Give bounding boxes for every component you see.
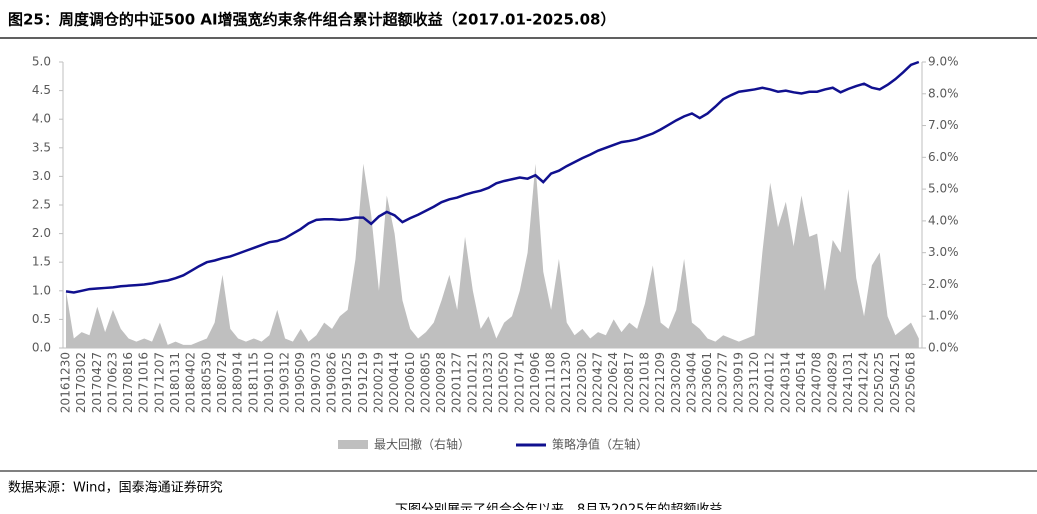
next-text: 下图分别展示了组合今年以来、8月及2025年的超额收益 xyxy=(395,502,722,511)
x-tick-label: 20230919 xyxy=(731,352,745,413)
x-tick-label: 20190312 xyxy=(278,352,292,413)
x-tick-label: 20180724 xyxy=(215,352,229,413)
y2-tick-label: 9.0% xyxy=(928,55,959,69)
x-tick-label: 20240314 xyxy=(778,352,792,413)
x-tick-label: 20210714 xyxy=(512,352,526,413)
source: 数据来源：Wind，国泰海通证券研究 xyxy=(8,480,223,496)
x-tick-label: 20240514 xyxy=(794,352,808,413)
x-tick-label: 20241031 xyxy=(841,352,855,413)
x-tick-label: 20231120 xyxy=(747,352,761,413)
legend-swatch xyxy=(338,440,368,449)
x-tick-label: 20211108 xyxy=(544,352,558,413)
y2-tick-label: 6.0% xyxy=(928,150,959,164)
x-tick-label: 20181115 xyxy=(246,352,260,413)
x-tick-label: 20230404 xyxy=(684,352,698,413)
x-tick-label: 20250225 xyxy=(872,352,886,413)
y2-tick-label: 8.0% xyxy=(928,86,959,100)
legend-label: 策略净值（左轴） xyxy=(552,437,648,452)
x-tick-label: 20171207 xyxy=(152,352,166,413)
x-tick-label: 20200610 xyxy=(403,352,417,413)
y-tick-label: 2.5 xyxy=(32,198,51,212)
x-tick-label: 20190826 xyxy=(325,352,339,413)
y-tick-label: 0.0 xyxy=(32,341,51,355)
y2-tick-label: 5.0% xyxy=(928,182,959,196)
x-tick-label: 20240708 xyxy=(810,352,824,413)
y2-tick-label: 3.0% xyxy=(928,245,959,259)
x-tick-label: 20240112 xyxy=(763,352,777,413)
x-tick-label: 20210121 xyxy=(465,352,479,413)
chart-title: 图25：周度调仓的中证500 AI增强宽约束条件组合累计超额收益（2017.01… xyxy=(8,11,615,29)
y2-tick-label: 1.0% xyxy=(928,309,959,323)
x-tick-label: 20201127 xyxy=(450,352,464,413)
x-tick-label: 20211230 xyxy=(559,352,573,413)
x-tick-label: 20240829 xyxy=(825,352,839,413)
x-tick-label: 20190110 xyxy=(262,352,276,413)
x-tick-label: 20190509 xyxy=(293,352,307,413)
x-tick-label: 20190703 xyxy=(309,352,323,413)
x-tick-label: 20200928 xyxy=(434,352,448,413)
x-tick-label: 20220817 xyxy=(622,352,636,413)
x-tick-label: 20220427 xyxy=(591,352,605,413)
x-tick-label: 20230209 xyxy=(669,352,683,413)
x-tick-label: 20200219 xyxy=(371,352,385,413)
x-tick-label: 20191025 xyxy=(340,352,354,413)
x-tick-label: 20161230 xyxy=(59,352,73,413)
x-tick-label: 20170816 xyxy=(121,352,135,413)
y-tick-label: 1.5 xyxy=(32,255,51,269)
x-tick-label: 20180402 xyxy=(184,352,198,413)
y-tick-label: 3.0 xyxy=(32,169,51,183)
x-tick-label: 20200805 xyxy=(418,352,432,413)
x-tick-label: 20220302 xyxy=(575,352,589,413)
x-tick-label: 20241224 xyxy=(857,352,871,413)
y2-tick-label: 2.0% xyxy=(928,277,959,291)
y-tick-label: 5.0 xyxy=(32,55,51,69)
x-tick-label: 20230727 xyxy=(716,352,730,413)
y-tick-label: 1.0 xyxy=(32,283,51,297)
x-tick-label: 20180914 xyxy=(231,352,245,413)
y-tick-label: 4.5 xyxy=(32,83,51,97)
drawdown-area xyxy=(66,163,919,348)
x-tick-label: 20220624 xyxy=(606,352,620,413)
x-tick-label: 20200414 xyxy=(387,352,401,413)
x-tick-label: 20180530 xyxy=(199,352,213,413)
net-value-line xyxy=(65,60,920,294)
y2-tick-label: 4.0% xyxy=(928,213,959,227)
y-tick-label: 3.5 xyxy=(32,140,51,154)
x-tick-label: 20250618 xyxy=(904,352,918,413)
legend-label: 最大回撤（右轴） xyxy=(374,437,470,452)
x-tick-label: 20221018 xyxy=(637,352,651,413)
x-tick-label: 20230601 xyxy=(700,352,714,413)
y2-tick-label: 0.0% xyxy=(928,341,959,355)
y-tick-label: 2.0 xyxy=(32,226,51,240)
y-tick-label: 0.5 xyxy=(32,312,51,326)
y2-tick-label: 7.0% xyxy=(928,118,959,132)
x-tick-label: 20170302 xyxy=(74,352,88,413)
x-tick-label: 20171016 xyxy=(137,352,151,413)
x-tick-label: 20170623 xyxy=(105,352,119,413)
x-tick-label: 20250421 xyxy=(888,352,902,413)
x-tick-label: 20210520 xyxy=(497,352,511,413)
x-tick-label: 20210906 xyxy=(528,352,542,413)
y-tick-label: 4.0 xyxy=(32,112,51,126)
x-tick-label: 20170427 xyxy=(90,352,104,413)
x-tick-label: 20210323 xyxy=(481,352,495,413)
x-tick-label: 20191219 xyxy=(356,352,370,413)
x-tick-label: 20180131 xyxy=(168,352,182,413)
x-tick-label: 20221209 xyxy=(653,352,667,413)
